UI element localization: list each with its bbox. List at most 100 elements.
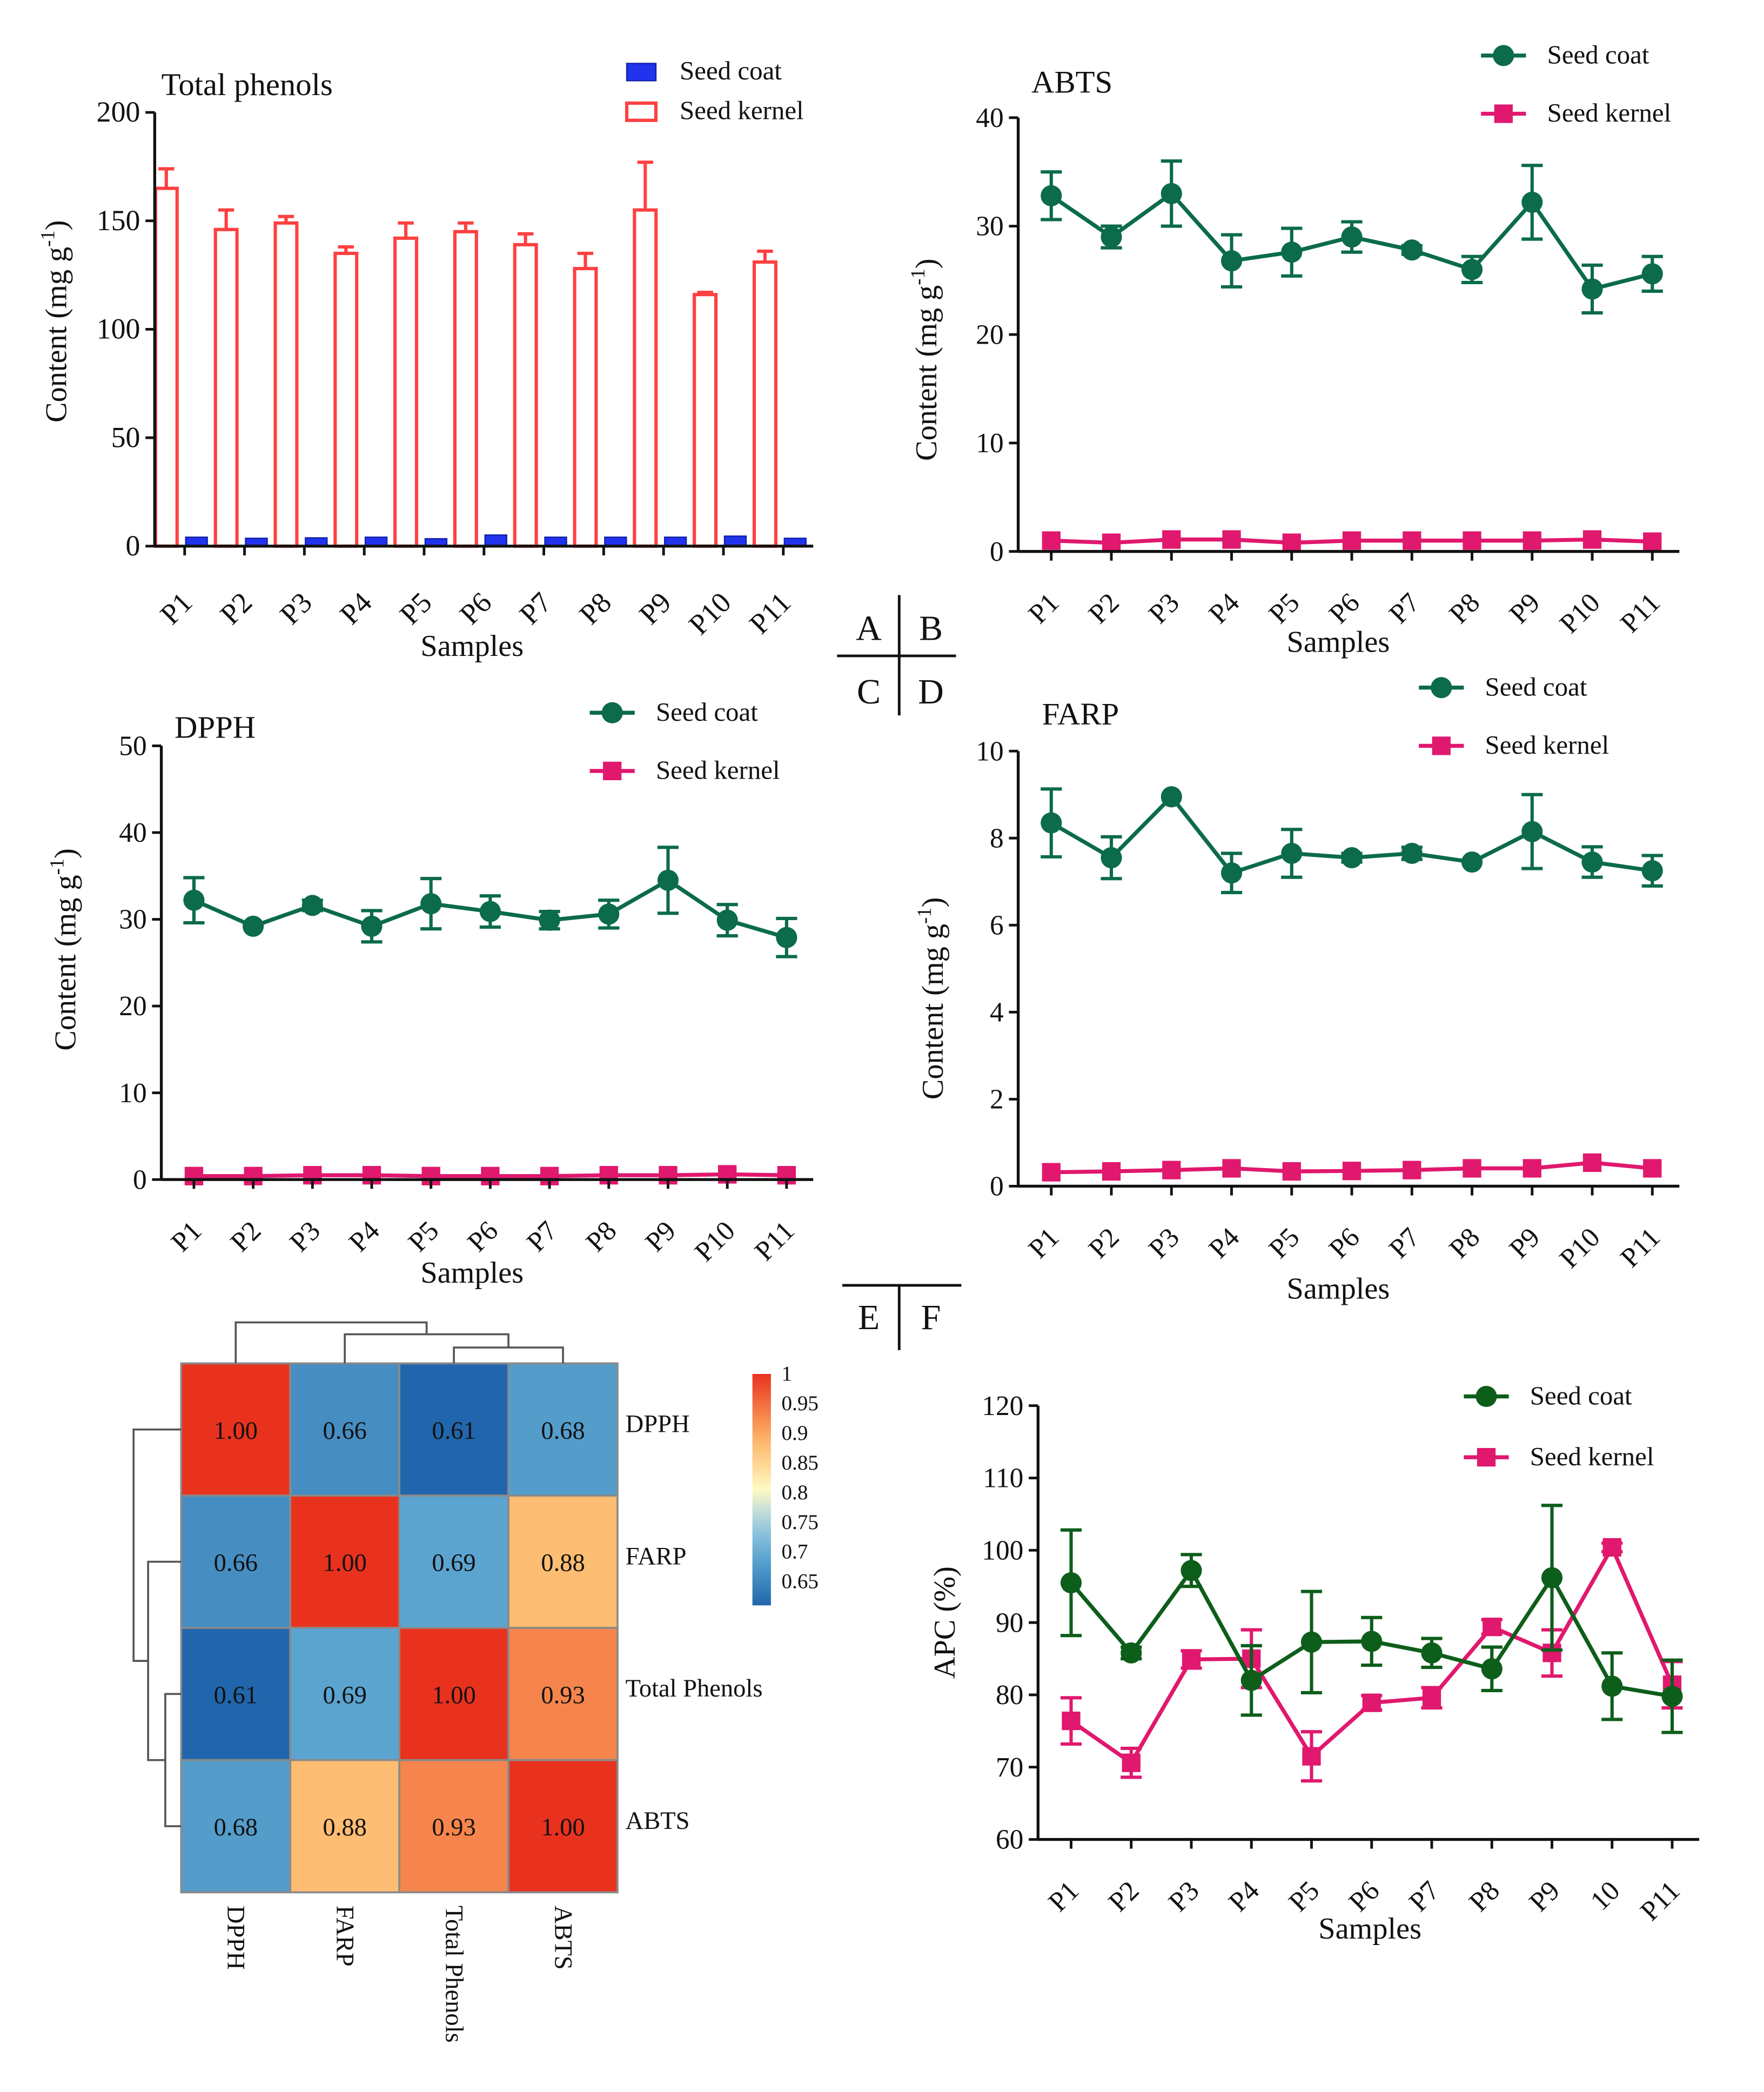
heatmap-cell <box>398 1627 509 1761</box>
heatmap-cell-label: 1.00 <box>323 1550 367 1577</box>
heatmap-cell <box>507 1362 619 1497</box>
x-tick-label: P5 <box>1283 1875 1325 1918</box>
chart-title: Total phenols <box>162 67 333 102</box>
y-axis-label-superscript: -1 <box>913 907 935 924</box>
heatmap-cell <box>507 1627 619 1761</box>
heatmap-column-label: ABTS <box>549 1906 576 1970</box>
x-tick-label: P3 <box>1143 1222 1185 1265</box>
heatmap-column-label: Total Phenols <box>440 1906 467 2043</box>
data-point-seed-coat <box>1641 263 1663 285</box>
x-tick-label: P11 <box>1634 1875 1686 1927</box>
heatmap-cell-label: 0.69 <box>323 1681 367 1709</box>
y-tick-label: 150 <box>97 204 140 237</box>
legend-label-seed-coat: Seed coat <box>1547 39 1649 69</box>
data-point-seed-coat <box>420 893 442 915</box>
colorbar <box>752 1373 771 1606</box>
bar-seed-kernel <box>393 236 419 548</box>
heatmap-cell-label: 1.00 <box>432 1681 475 1709</box>
x-tick-label: P9 <box>1523 1875 1566 1918</box>
y-tick-label: 20 <box>976 319 1003 350</box>
bar-seed-kernel <box>333 251 359 548</box>
dendrogram-branch <box>132 1428 182 1662</box>
dendrogram-branch <box>453 1346 564 1364</box>
y-tick-label: 0 <box>133 1164 147 1195</box>
panel-label-cross-top: A B C D <box>837 595 956 716</box>
y-tick-label: 2 <box>990 1084 1004 1115</box>
data-point-seed-coat <box>1601 1675 1623 1697</box>
heatmap-cell <box>180 1362 292 1497</box>
legend-marker-seed-kernel <box>1432 736 1451 755</box>
data-point-seed-coat <box>1220 862 1243 884</box>
heatmap-column-label: FARP <box>331 1906 359 1967</box>
y-tick-label: 100 <box>97 313 140 345</box>
x-tick-label: P2 <box>1103 1875 1145 1918</box>
data-point-seed-kernel <box>1042 1163 1061 1182</box>
x-tick-label: P9 <box>1504 1222 1546 1265</box>
data-point-seed-coat <box>1341 226 1363 248</box>
panel-letter-b: B <box>919 609 943 648</box>
data-point-seed-coat <box>598 903 620 925</box>
x-tick-label: P10 <box>689 1215 741 1268</box>
x-axis-label: Samples <box>1287 626 1390 659</box>
x-tick-label: P7 <box>1383 587 1426 630</box>
legend-marker-seed-coat <box>1475 1386 1497 1407</box>
x-tick-label: P5 <box>1263 587 1306 630</box>
chart-title: DPPH <box>175 710 256 745</box>
heatmap-row-label: ABTS <box>626 1807 690 1835</box>
x-tick-label: P7 <box>513 586 558 631</box>
x-tick-label: P1 <box>1042 1875 1085 1918</box>
dendrogram-branch <box>344 1333 509 1364</box>
chart-f-apc: 60 70 80 90 100 110 120 P1 P2 P3 P4 P5 P6 P7 P8 P9 10 P11… <box>928 1380 1700 1946</box>
heatmap-cell-label: 1.00 <box>214 1417 258 1445</box>
chart-d-farp: 0 2 4 6 8 10 P1 P2 P3 P4 P5 P6 P7 P8 P9 P10 P11 FARP Sampl… <box>913 672 1680 1305</box>
x-tick-label: P5 <box>1263 1222 1306 1265</box>
x-tick-label: P6 <box>1343 1875 1386 1918</box>
heatmap-cell-label: 0.88 <box>541 1550 585 1577</box>
heatmap-cell-label: 0.61 <box>432 1417 475 1445</box>
y-tick-label: 10 <box>119 1078 146 1109</box>
heatmap-cell <box>398 1759 509 1894</box>
data-point-seed-coat <box>1401 239 1423 261</box>
legend-marker-seed-kernel <box>603 761 622 781</box>
heatmap-row-label: Total Phenols <box>626 1675 763 1702</box>
legend-marker-seed-kernel <box>1477 1448 1496 1467</box>
x-tick-label: P1 <box>1023 587 1065 630</box>
heatmap-column-label: DPPH <box>222 1906 250 1970</box>
legend: Seed coat Seed kernel <box>1419 672 1609 760</box>
data-point-seed-kernel <box>1463 531 1481 550</box>
x-tick-label: P6 <box>1323 587 1366 630</box>
chart-a-total-phenols: 0 50 100 150 200 P1 P2 P3 P4 P5 P6 P7 P8 P9 P10 P11 Tota… <box>36 56 814 663</box>
y-axis-label: Content (mg g-1) <box>913 897 950 1099</box>
y-axis-label: Content (mg g-1) <box>45 848 82 1050</box>
data-point-seed-kernel <box>1102 1162 1121 1181</box>
data-point-seed-kernel <box>1643 1159 1662 1178</box>
y-tick-label: 80 <box>996 1680 1023 1711</box>
data-point-seed-kernel <box>1342 531 1361 550</box>
x-axis-label: Samples <box>1287 1272 1390 1305</box>
legend-label-seed-kernel: Seed kernel <box>656 755 780 785</box>
heatmap-cell-label: 0.88 <box>323 1814 367 1841</box>
data-point-seed-kernel <box>1102 533 1121 552</box>
y-tick-label: 4 <box>990 997 1004 1028</box>
x-tick-label: P8 <box>1443 587 1486 630</box>
bar-seed-kernel <box>573 266 598 548</box>
legend-marker-seed-kernel <box>1494 104 1513 123</box>
data-point-seed-kernel <box>1042 531 1061 550</box>
data-point-seed-kernel <box>1282 1162 1301 1181</box>
data-point-seed-kernel <box>1222 1159 1241 1178</box>
x-tick-label: P2 <box>1083 1222 1125 1265</box>
panel-letter-e: E <box>858 1298 880 1337</box>
data-point-seed-kernel <box>1483 1618 1501 1637</box>
y-tick-label: 40 <box>119 817 146 848</box>
x-tick-label: P1 <box>165 1215 208 1258</box>
data-point-seed-coat <box>1461 851 1483 873</box>
legend-label-seed-kernel: Seed kernel <box>680 95 804 125</box>
x-tick-label: 10 <box>1585 1875 1626 1917</box>
dendrogram-branch <box>164 1693 182 1827</box>
y-tick-label: 8 <box>990 823 1004 854</box>
chart-c-dpph: 0 10 20 30 40 50 P1 P2 P3 P4 P5 P6 P7 P8 P9 P10 P11 DPPH S… <box>45 697 814 1290</box>
data-point-seed-coat <box>243 915 264 937</box>
data-point-seed-coat <box>361 915 383 937</box>
data-point-seed-kernel <box>1062 1711 1081 1731</box>
y-tick-label: 20 <box>119 991 146 1022</box>
